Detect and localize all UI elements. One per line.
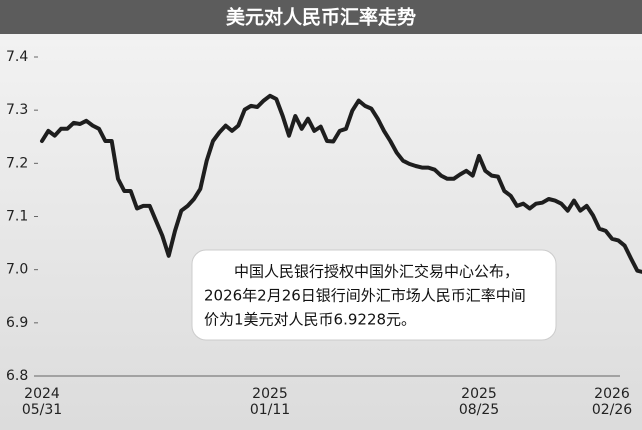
y-tick-label: 7.0 — [6, 262, 28, 278]
chart-title: 美元对人民币汇率走势 — [226, 6, 416, 29]
y-tick-label: 6.8 — [6, 368, 28, 384]
annotation-text: 价为1美元对人民币6.9228元。 — [204, 311, 416, 329]
y-tick-label: 7.1 — [6, 209, 28, 225]
y-tick-label: 7.3 — [6, 102, 28, 118]
annotation-text: 2026年2月26日银行间外汇市场人民币汇率中间 — [204, 287, 526, 305]
y-tick-label: 7.4 — [6, 49, 28, 65]
x-tick-label: 2024 05/31 — [22, 386, 62, 418]
annotation-box — [191, 249, 557, 341]
y-tick-label: 6.9 — [6, 315, 28, 331]
title-bar — [0, 0, 642, 34]
y-tick-label: 7.2 — [6, 155, 28, 171]
x-tick-label: 2025 01/11 — [250, 386, 290, 418]
plot — [40, 93, 642, 274]
data-line — [40, 93, 642, 274]
x-tick-label: 2025 08/25 — [459, 386, 499, 418]
annotation-text: 中国人民银行授权中国外汇交易中心公布， — [234, 263, 519, 281]
x-tick-label: 2026 02/26 — [592, 386, 632, 418]
